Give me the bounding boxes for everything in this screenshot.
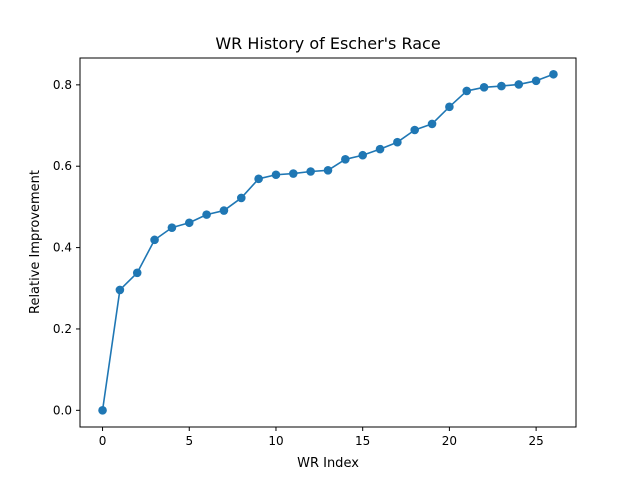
- plot-area: 0 5 10 15 20 25 0.0 0.2 0.4 0.6 0.8: [53, 57, 577, 448]
- data-point: [358, 150, 367, 160]
- x-tick-label: 15: [355, 434, 370, 448]
- data-point: [514, 80, 524, 89]
- x-tick-label: 25: [528, 434, 543, 448]
- data-point: [271, 170, 281, 180]
- data-point: [375, 144, 385, 154]
- x-tick-label: 5: [185, 434, 193, 448]
- data-point: [132, 268, 142, 278]
- data-point: [410, 125, 420, 135]
- data-point: [427, 119, 437, 129]
- axes-frame: [79, 57, 577, 428]
- y-axis-label: Relative Improvement: [28, 170, 43, 314]
- chart-title: WR History of Escher's Race: [215, 34, 440, 53]
- data-point: [341, 155, 350, 164]
- data-point: [323, 165, 333, 175]
- x-tick-label: 0: [99, 434, 107, 448]
- data-point: [236, 193, 246, 203]
- data-point: [479, 82, 489, 92]
- x-tick-label: 10: [268, 434, 283, 448]
- data-point: [184, 218, 194, 228]
- data-point: [531, 76, 541, 86]
- y-tick-label: 0.4: [53, 241, 72, 255]
- y-tick-label: 0.6: [53, 159, 72, 173]
- data-point: [289, 169, 298, 178]
- data-point: [445, 102, 454, 112]
- data-point: [150, 235, 159, 245]
- data-point: [202, 210, 211, 219]
- data-point: [497, 81, 506, 91]
- x-tick-label: 20: [442, 434, 457, 448]
- series-line: [101, 73, 554, 411]
- data-point: [115, 285, 125, 295]
- y-tick-label: 0.2: [53, 322, 72, 336]
- data-point: [306, 167, 315, 176]
- x-axis-label: WR Index: [297, 456, 359, 471]
- y-tick-label: 0.0: [53, 403, 72, 417]
- data-point: [98, 406, 107, 415]
- data-point: [167, 223, 177, 232]
- data-point: [219, 206, 229, 215]
- data-point: [393, 137, 402, 147]
- y-tick-label: 0.8: [53, 78, 72, 92]
- data-point: [254, 174, 263, 184]
- data-point: [549, 69, 558, 79]
- data-point: [462, 86, 472, 96]
